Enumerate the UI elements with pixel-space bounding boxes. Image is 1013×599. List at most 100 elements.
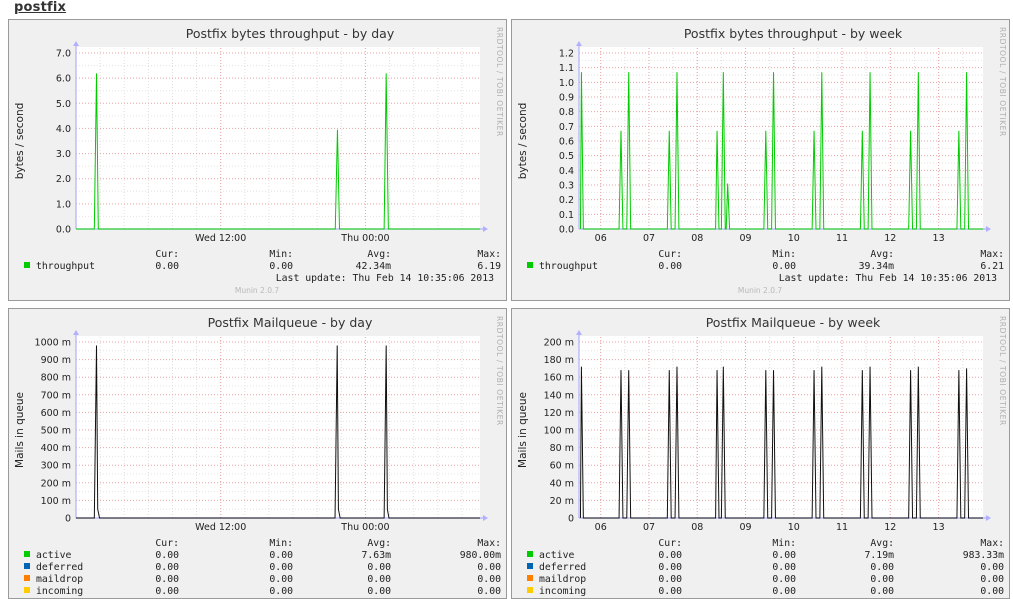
legend-label-maildrop: maildrop xyxy=(539,574,586,585)
x-tick-label: Wed 12:00 xyxy=(195,233,246,244)
y-tick-label: 1.0 xyxy=(56,199,71,210)
legend-min-active: 0.00 xyxy=(772,550,796,561)
legend-max-maildrop: 0.00 xyxy=(980,574,1004,585)
legend-label-incoming: incoming xyxy=(539,586,586,597)
plot-area xyxy=(579,47,983,229)
legend-min-deferred: 0.00 xyxy=(772,562,796,573)
legend-label-deferred: deferred xyxy=(539,562,586,573)
y-axis-label: bytes / second xyxy=(14,103,26,180)
legend-swatch-active xyxy=(24,551,30,557)
legend-label-active: active xyxy=(539,550,574,561)
x-tick-label: 06 xyxy=(595,522,607,533)
rrdtool-credit: RRDTOOL / TOBI OETIKER xyxy=(998,27,1007,137)
legend-max-deferred: 0.00 xyxy=(980,562,1004,573)
y-tick-label: 100 m xyxy=(544,426,574,437)
munin-version: Munin 2.0.7 xyxy=(738,286,783,295)
legend-avg-maildrop: 0.00 xyxy=(367,574,391,585)
legend-cur-throughput: 0.00 xyxy=(658,261,682,272)
plot-area xyxy=(76,336,480,518)
x-axis-arrow xyxy=(986,226,991,232)
legend-max-throughput: 6.21 xyxy=(980,261,1004,272)
x-tick-label: Thu 00:00 xyxy=(340,233,389,244)
legend-header-max: Max: xyxy=(477,538,501,549)
y-axis-arrow xyxy=(576,330,582,335)
legend-min-throughput: 0.00 xyxy=(772,261,796,272)
legend-cur-maildrop: 0.00 xyxy=(658,574,682,585)
y-tick-label: 0 xyxy=(65,514,71,525)
legend-avg-incoming: 0.00 xyxy=(870,586,894,597)
y-tick-label: 160 m xyxy=(544,373,574,384)
y-tick-label: 60 m xyxy=(550,461,574,472)
legend-min-maildrop: 0.00 xyxy=(772,574,796,585)
y-tick-label: 0.3 xyxy=(559,181,574,192)
legend-cur-incoming: 0.00 xyxy=(155,586,179,597)
legend-avg-active: 7.63m xyxy=(362,550,392,561)
last-update: Last update: Thu Feb 14 10:35:06 2013 xyxy=(779,273,997,284)
x-tick-label: 13 xyxy=(933,522,945,533)
page-title[interactable]: postfix xyxy=(14,0,67,15)
y-tick-label: 900 m xyxy=(41,355,71,366)
x-tick-label: 09 xyxy=(739,233,751,244)
y-tick-label: 200 m xyxy=(544,338,574,349)
series-line-throughput xyxy=(76,73,480,230)
y-tick-label: 0.0 xyxy=(56,225,71,236)
x-tick-label: 11 xyxy=(836,233,848,244)
legend-header-cur: Cur: xyxy=(155,249,179,260)
y-tick-label: 100 m xyxy=(41,496,71,507)
legend-max-throughput: 6.19 xyxy=(477,261,501,272)
legend-header-max: Max: xyxy=(980,249,1004,260)
legend-min-incoming: 0.00 xyxy=(772,586,796,597)
legend-swatch-active xyxy=(527,551,533,557)
y-axis-arrow xyxy=(73,41,79,46)
y-tick-label: 1.2 xyxy=(559,49,574,60)
legend-header-avg: Avg: xyxy=(367,538,391,549)
x-tick-label: 08 xyxy=(691,233,703,244)
y-axis-label: Mails in queue xyxy=(517,392,529,468)
legend-header-avg: Avg: xyxy=(870,538,894,549)
legend-header-avg: Avg: xyxy=(367,249,391,260)
series-line-throughput xyxy=(579,72,983,230)
y-tick-label: 300 m xyxy=(41,461,71,472)
y-tick-label: 140 m xyxy=(544,390,574,401)
y-tick-label: 700 m xyxy=(41,390,71,401)
chart-panel-bytes-day[interactable]: Postfix bytes throughput - by day RRDTOOL… xyxy=(8,19,507,301)
legend-min-deferred: 0.00 xyxy=(269,562,293,573)
y-tick-label: 0.6 xyxy=(559,137,574,148)
legend-label-incoming: incoming xyxy=(36,586,83,597)
x-axis-arrow xyxy=(483,226,488,232)
legend-cur-maildrop: 0.00 xyxy=(155,574,179,585)
chart-panel-mailqueue-day[interactable]: Postfix Mailqueue - by day RRDTOOL / TOBI… xyxy=(8,308,507,599)
legend-max-deferred: 0.00 xyxy=(477,562,501,573)
x-tick-label: 12 xyxy=(884,522,896,533)
rrdtool-credit: RRDTOOL / TOBI OETIKER xyxy=(998,316,1007,426)
legend-avg-incoming: 0.00 xyxy=(367,586,391,597)
x-tick-label: Thu 00:00 xyxy=(340,522,389,533)
y-tick-label: 4.0 xyxy=(56,124,71,135)
y-axis-arrow xyxy=(576,41,582,46)
legend-swatch-incoming xyxy=(24,587,30,593)
y-tick-label: 500 m xyxy=(41,426,71,437)
legend-swatch-deferred xyxy=(24,563,30,569)
y-tick-label: 600 m xyxy=(41,408,71,419)
y-tick-label: 0.8 xyxy=(559,107,574,118)
series-line-active xyxy=(579,366,983,519)
chart-svg-mailqueue-week: Postfix Mailqueue - by week RRDTOOL / TOB… xyxy=(517,315,1007,597)
legend-swatch-maildrop xyxy=(24,575,30,581)
chart-svg-bytes-day: Postfix bytes throughput - by day RRDTOOL… xyxy=(14,26,504,295)
y-tick-label: 20 m xyxy=(550,496,574,507)
chart-panel-bytes-week[interactable]: Postfix bytes throughput - by week RRDTOO… xyxy=(511,19,1010,301)
y-tick-label: 2.0 xyxy=(56,174,71,185)
legend-avg-throughput: 39.34m xyxy=(859,261,894,272)
legend-header-min: Min: xyxy=(269,538,293,549)
y-tick-label: 0.7 xyxy=(559,122,574,133)
legend-cur-incoming: 0.00 xyxy=(658,586,682,597)
y-tick-label: 120 m xyxy=(544,408,574,419)
y-tick-label: 0.9 xyxy=(559,93,574,104)
y-tick-label: 7.0 xyxy=(56,49,71,60)
chart-panel-mailqueue-week[interactable]: Postfix Mailqueue - by week RRDTOOL / TOB… xyxy=(511,308,1010,599)
y-tick-label: 200 m xyxy=(41,478,71,489)
x-tick-label: 07 xyxy=(643,522,655,533)
legend-avg-deferred: 0.00 xyxy=(870,562,894,573)
legend-label-deferred: deferred xyxy=(36,562,83,573)
y-tick-label: 0.4 xyxy=(559,166,574,177)
